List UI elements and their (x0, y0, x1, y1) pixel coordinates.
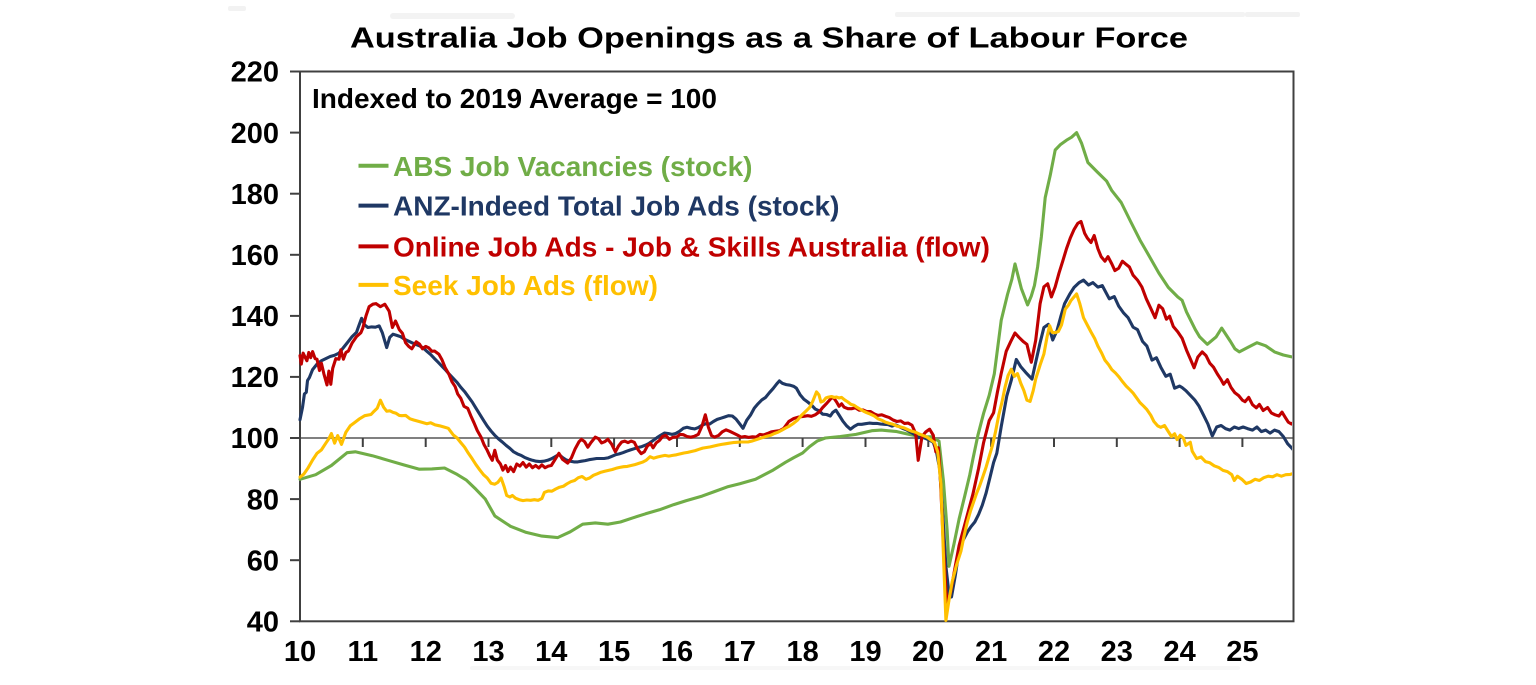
svg-text:100: 100 (231, 423, 279, 455)
svg-text:60: 60 (247, 545, 279, 577)
svg-text:220: 220 (231, 57, 279, 89)
svg-text:Seek Job Ads (flow): Seek Job Ads (flow) (393, 270, 658, 301)
svg-text:180: 180 (231, 179, 279, 211)
svg-text:18: 18 (786, 636, 818, 668)
svg-text:16: 16 (661, 636, 693, 668)
svg-text:17: 17 (724, 636, 756, 668)
svg-text:13: 13 (472, 636, 504, 668)
svg-text:21: 21 (975, 636, 1007, 668)
svg-text:10: 10 (284, 636, 316, 668)
svg-text:160: 160 (231, 240, 279, 272)
svg-text:Indexed to 2019 Average = 100: Indexed to 2019 Average = 100 (312, 83, 717, 114)
svg-text:19: 19 (849, 636, 881, 668)
svg-text:14: 14 (535, 636, 567, 668)
svg-text:24: 24 (1163, 636, 1195, 668)
svg-text:15: 15 (598, 636, 630, 668)
svg-text:12: 12 (410, 636, 442, 668)
svg-text:ABS Job Vacancies (stock): ABS Job Vacancies (stock) (393, 151, 752, 182)
svg-text:40: 40 (247, 607, 279, 639)
svg-text:Online Job Ads - Job & Skills: Online Job Ads - Job & Skills Australia … (393, 231, 990, 262)
svg-text:Australia Job Openings as a Sh: Australia Job Openings as a Share of Lab… (350, 23, 1188, 55)
svg-text:11: 11 (347, 636, 378, 668)
svg-text:25: 25 (1226, 636, 1258, 668)
svg-text:120: 120 (231, 362, 279, 394)
svg-text:140: 140 (231, 301, 279, 333)
svg-text:200: 200 (231, 118, 279, 150)
svg-text:23: 23 (1101, 636, 1133, 668)
svg-text:ANZ-Indeed Total Job Ads (stoc: ANZ-Indeed Total Job Ads (stock) (393, 191, 839, 222)
svg-text:22: 22 (1038, 636, 1070, 668)
svg-text:20: 20 (912, 636, 944, 668)
svg-text:80: 80 (247, 484, 279, 516)
